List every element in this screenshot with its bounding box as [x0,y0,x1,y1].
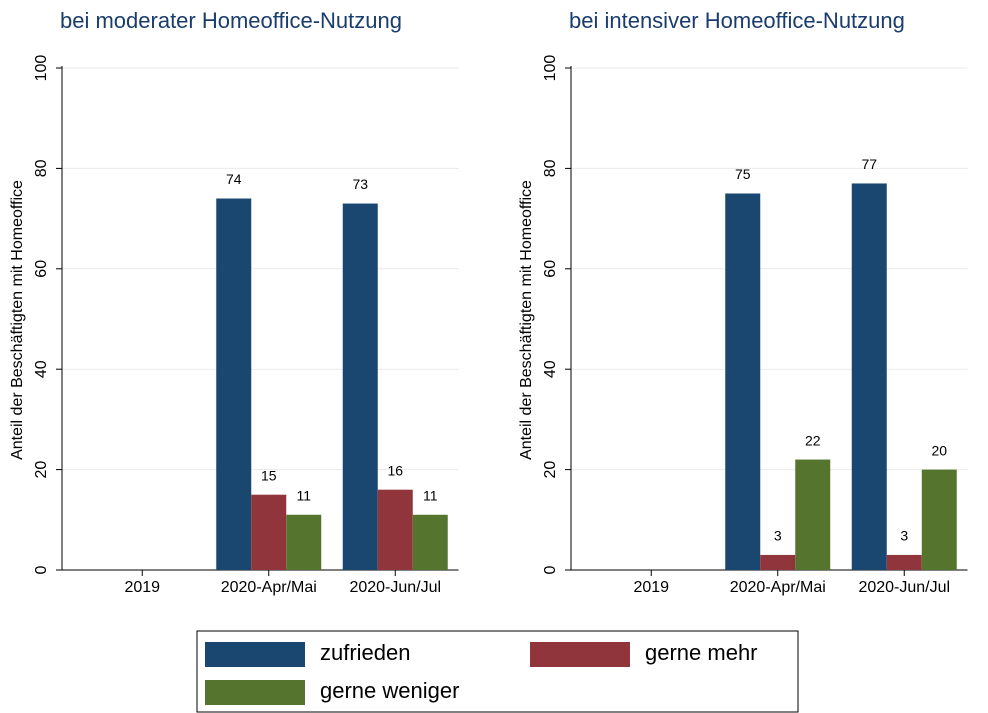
y-tick-label: 100 [542,55,559,82]
bar [286,514,322,570]
data-label: 75 [735,166,751,182]
x-tick-label: 2020-Jun/Jul [858,579,950,596]
bar [725,193,761,570]
bar [760,554,796,570]
bar [921,469,957,570]
x-tick-label: 2020-Apr/Mai [730,579,826,596]
chart-title: bei intensiver Homeoffice-Nutzung [569,8,905,33]
legend-swatch [530,642,630,667]
data-label: 73 [352,176,368,192]
y-tick-label: 100 [33,55,50,82]
data-label: 77 [861,156,877,172]
data-label: 15 [261,467,277,483]
y-tick-label: 60 [33,260,50,278]
y-tick-label: 40 [542,360,559,378]
x-tick-label: 2019 [633,579,669,596]
data-label: 22 [805,432,821,448]
x-tick-label: 2020-Apr/Mai [221,579,317,596]
bar [886,554,922,570]
legend-label: gerne weniger [320,678,459,703]
y-tick-label: 80 [33,159,50,177]
legend-label: gerne mehr [645,640,758,665]
x-tick-label: 2020-Jun/Jul [349,579,441,596]
bar [216,198,252,570]
y-tick-label: 20 [542,461,559,479]
bar [412,514,448,570]
data-label: 74 [226,171,242,187]
y-tick-label: 60 [542,260,559,278]
data-label: 3 [774,528,782,544]
data-label: 16 [387,462,403,478]
legend-swatch [205,642,305,667]
bar [342,203,378,571]
y-tick-label: 0 [33,565,50,574]
y-tick-label: 80 [542,159,559,177]
y-axis-label: Anteil der Beschäftigten mit Homeoffice [9,180,26,460]
bar [251,494,287,570]
y-tick-label: 20 [33,461,50,479]
bar [377,489,413,570]
data-label: 3 [900,528,908,544]
legend-label: zufrieden [320,640,411,665]
y-axis-label: Anteil der Beschäftigten mit Homeoffice [518,180,535,460]
bar [851,183,887,570]
x-tick-label: 2019 [124,579,160,596]
legend-swatch [205,680,305,705]
data-label: 11 [423,487,438,503]
data-label: 11 [296,487,311,503]
y-tick-label: 0 [542,565,559,574]
data-label: 20 [931,442,947,458]
y-tick-label: 40 [33,360,50,378]
bar [795,459,831,570]
chart-title: bei moderater Homeoffice-Nutzung [60,8,402,33]
